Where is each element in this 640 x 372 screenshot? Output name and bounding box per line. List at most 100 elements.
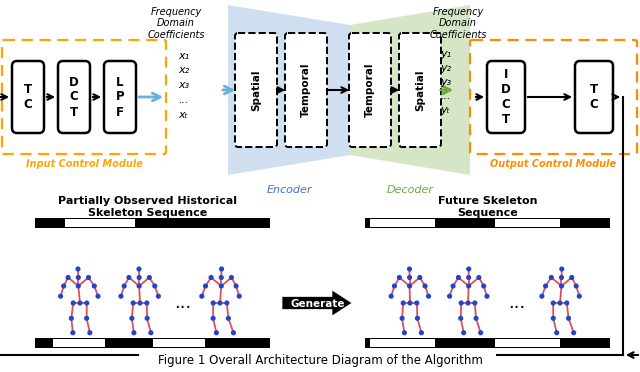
Circle shape — [76, 276, 80, 279]
Circle shape — [451, 284, 455, 288]
Circle shape — [466, 301, 470, 305]
Circle shape — [577, 294, 581, 298]
Text: Output Control Module: Output Control Module — [490, 159, 616, 169]
FancyArrow shape — [282, 290, 352, 316]
Text: T
C: T C — [589, 83, 598, 111]
Text: T
C: T C — [24, 83, 33, 111]
Circle shape — [122, 284, 126, 288]
Bar — [495, 339, 560, 347]
Bar — [35, 218, 270, 228]
Text: x₃: x₃ — [178, 80, 189, 90]
Text: D
C
T: D C T — [69, 76, 79, 119]
FancyBboxPatch shape — [575, 61, 613, 133]
Bar — [495, 219, 560, 227]
Circle shape — [88, 331, 92, 335]
Text: y₂: y₂ — [440, 63, 451, 73]
Circle shape — [572, 331, 575, 335]
FancyBboxPatch shape — [487, 61, 525, 133]
Circle shape — [71, 301, 75, 305]
Text: x₂: x₂ — [178, 65, 189, 75]
Circle shape — [549, 276, 553, 279]
Circle shape — [400, 317, 404, 320]
Text: L
P
F: L P F — [116, 76, 124, 119]
Text: Future Skeleton
Sequence: Future Skeleton Sequence — [438, 196, 538, 218]
Polygon shape — [228, 5, 350, 175]
Circle shape — [397, 276, 401, 279]
Text: I
D
C
T: I D C T — [501, 68, 511, 126]
Circle shape — [392, 284, 396, 288]
Circle shape — [467, 267, 470, 271]
FancyBboxPatch shape — [349, 33, 391, 147]
Circle shape — [204, 284, 207, 288]
Circle shape — [220, 284, 223, 288]
Circle shape — [540, 294, 544, 298]
Bar — [370, 339, 435, 347]
Circle shape — [401, 301, 405, 305]
Circle shape — [200, 294, 204, 298]
FancyBboxPatch shape — [104, 61, 136, 133]
Circle shape — [415, 301, 419, 305]
Circle shape — [225, 301, 228, 305]
Circle shape — [131, 301, 135, 305]
Circle shape — [227, 317, 230, 320]
Text: ...: ... — [174, 294, 191, 312]
Circle shape — [574, 284, 578, 288]
Circle shape — [460, 301, 463, 305]
Text: Figure 1 Overall Architecture Diagram of the Algorithm: Figure 1 Overall Architecture Diagram of… — [157, 354, 483, 367]
Bar — [65, 219, 135, 227]
Text: Temporal: Temporal — [301, 63, 311, 117]
FancyBboxPatch shape — [12, 61, 44, 133]
Bar — [365, 338, 610, 348]
Text: Spatial: Spatial — [251, 69, 261, 111]
Circle shape — [408, 276, 412, 279]
FancyBboxPatch shape — [285, 33, 327, 147]
Circle shape — [157, 294, 160, 298]
Text: y₁: y₁ — [440, 49, 451, 59]
Circle shape — [570, 276, 573, 279]
Circle shape — [70, 317, 73, 320]
Circle shape — [467, 284, 470, 288]
Circle shape — [149, 331, 153, 335]
Circle shape — [456, 276, 460, 279]
Circle shape — [145, 301, 148, 305]
Circle shape — [477, 276, 481, 279]
Circle shape — [137, 284, 141, 288]
Text: Frequency
Domain
Coefficients: Frequency Domain Coefficients — [147, 7, 205, 40]
Circle shape — [485, 294, 489, 298]
Circle shape — [211, 301, 215, 305]
Circle shape — [78, 301, 82, 305]
Circle shape — [473, 301, 477, 305]
Circle shape — [71, 331, 75, 335]
Circle shape — [389, 294, 393, 298]
Circle shape — [220, 276, 223, 279]
Text: Frequency
Domain
Coefficients: Frequency Domain Coefficients — [429, 7, 487, 40]
Circle shape — [420, 331, 423, 335]
Circle shape — [211, 317, 215, 320]
Bar — [153, 339, 205, 347]
Circle shape — [559, 284, 563, 288]
Circle shape — [560, 267, 564, 271]
Circle shape — [555, 331, 559, 335]
Circle shape — [145, 317, 149, 320]
Circle shape — [66, 276, 70, 279]
Circle shape — [138, 301, 142, 305]
Text: Temporal: Temporal — [365, 63, 375, 117]
Circle shape — [232, 331, 236, 335]
Circle shape — [92, 284, 96, 288]
Text: Spatial: Spatial — [415, 69, 425, 111]
Circle shape — [86, 276, 90, 279]
Circle shape — [209, 276, 213, 279]
Circle shape — [96, 294, 100, 298]
Circle shape — [403, 331, 406, 335]
Text: ...: ... — [508, 294, 525, 312]
Circle shape — [76, 267, 80, 271]
Circle shape — [153, 284, 157, 288]
Circle shape — [84, 317, 88, 320]
Circle shape — [85, 301, 89, 305]
Text: ...: ... — [440, 91, 451, 101]
Circle shape — [408, 284, 412, 288]
Circle shape — [544, 284, 547, 288]
Bar — [370, 219, 435, 227]
Circle shape — [566, 317, 570, 320]
Circle shape — [237, 294, 241, 298]
